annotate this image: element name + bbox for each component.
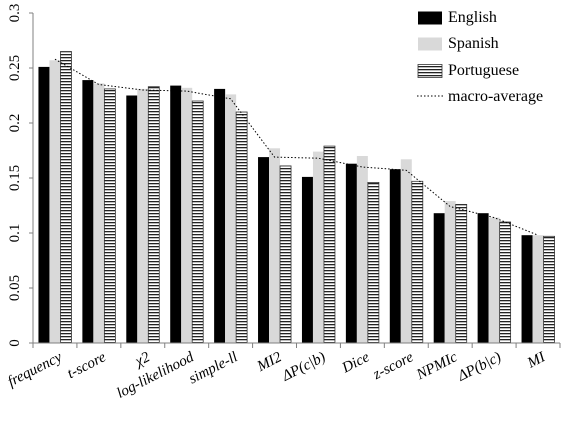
bar-portuguese bbox=[455, 203, 468, 344]
macro-average-line bbox=[54, 58, 539, 236]
legend-swatch-spanish bbox=[418, 37, 442, 51]
y-axis: 0 0.05 0.1 0.15 0.2 0.25 0.3 bbox=[7, 4, 34, 347]
legend-label-spanish: Spanish bbox=[448, 35, 499, 52]
category-label: log-likelihood bbox=[114, 349, 197, 402]
category-label: MI bbox=[524, 349, 549, 372]
bar-english bbox=[521, 235, 533, 343]
legend-label-macro-average: macro-average bbox=[448, 88, 543, 105]
bar-english bbox=[82, 80, 94, 343]
bar-portuguese bbox=[411, 180, 424, 344]
category-label: t-score bbox=[65, 349, 109, 382]
bar-spanish bbox=[181, 87, 193, 343]
bar-spanish bbox=[312, 151, 324, 343]
x-axis: frequency t-score χ2log-likelihoodsimple-l… bbox=[5, 342, 561, 402]
category-label: frequency bbox=[5, 349, 65, 390]
bar-portuguese bbox=[235, 111, 248, 344]
bar-spanish bbox=[488, 217, 500, 343]
y-tick-label: 0.3 bbox=[7, 4, 23, 23]
bar-english bbox=[126, 95, 138, 343]
bar-english bbox=[389, 169, 401, 343]
bar-spanish bbox=[532, 235, 544, 343]
bar-portuguese bbox=[147, 86, 160, 344]
bar-portuguese bbox=[499, 221, 512, 344]
legend: English Spanish Portuguese macro-average bbox=[417, 9, 543, 105]
legend-swatch-portuguese bbox=[417, 64, 443, 78]
bar-spanish bbox=[137, 88, 149, 344]
bar-portuguese bbox=[543, 235, 555, 344]
category-label: Dice bbox=[339, 349, 373, 377]
bar-spanish bbox=[356, 156, 368, 343]
bar-spanish bbox=[93, 83, 105, 344]
bar-english bbox=[214, 88, 226, 344]
y-tick-label: 0.2 bbox=[7, 114, 23, 133]
bar-spanish bbox=[225, 94, 237, 344]
category-label: NPMIc bbox=[413, 349, 460, 384]
y-tick-label: 0.1 bbox=[7, 224, 23, 243]
category-label: simple-ll bbox=[186, 349, 240, 387]
bar-english bbox=[301, 176, 313, 343]
category-label: z-score bbox=[370, 349, 417, 383]
bar-english bbox=[433, 213, 445, 343]
bar-portuguese bbox=[367, 181, 380, 344]
bar-portuguese bbox=[60, 51, 72, 344]
bar-portuguese bbox=[103, 88, 116, 344]
bar-spanish bbox=[269, 148, 281, 343]
category-label: ΔP(b|c) bbox=[455, 349, 504, 385]
bar-english bbox=[38, 66, 50, 344]
category-label: χ2 bbox=[131, 349, 153, 371]
y-tick-label: 0 bbox=[7, 339, 23, 347]
y-tick-label: 0.25 bbox=[7, 55, 23, 81]
bar-english bbox=[170, 85, 182, 343]
bar-spanish bbox=[49, 60, 61, 344]
bar-english bbox=[477, 213, 489, 343]
macro-average-line-path bbox=[54, 58, 539, 236]
bar-portuguese bbox=[323, 145, 336, 344]
y-tick-label: 0.05 bbox=[7, 275, 23, 301]
bar-english bbox=[258, 157, 270, 343]
bar-spanish bbox=[400, 159, 412, 343]
legend-label-portuguese: Portuguese bbox=[448, 62, 519, 79]
bar-spanish bbox=[444, 201, 456, 343]
category-label: ΔP(c|b) bbox=[279, 349, 328, 385]
legend-swatch-english bbox=[418, 11, 442, 25]
legend-label-english: English bbox=[448, 9, 497, 26]
bar-portuguese bbox=[279, 165, 292, 344]
bar-english bbox=[345, 163, 357, 343]
bar-portuguese bbox=[191, 100, 204, 344]
y-tick-label: 0.15 bbox=[7, 165, 23, 191]
